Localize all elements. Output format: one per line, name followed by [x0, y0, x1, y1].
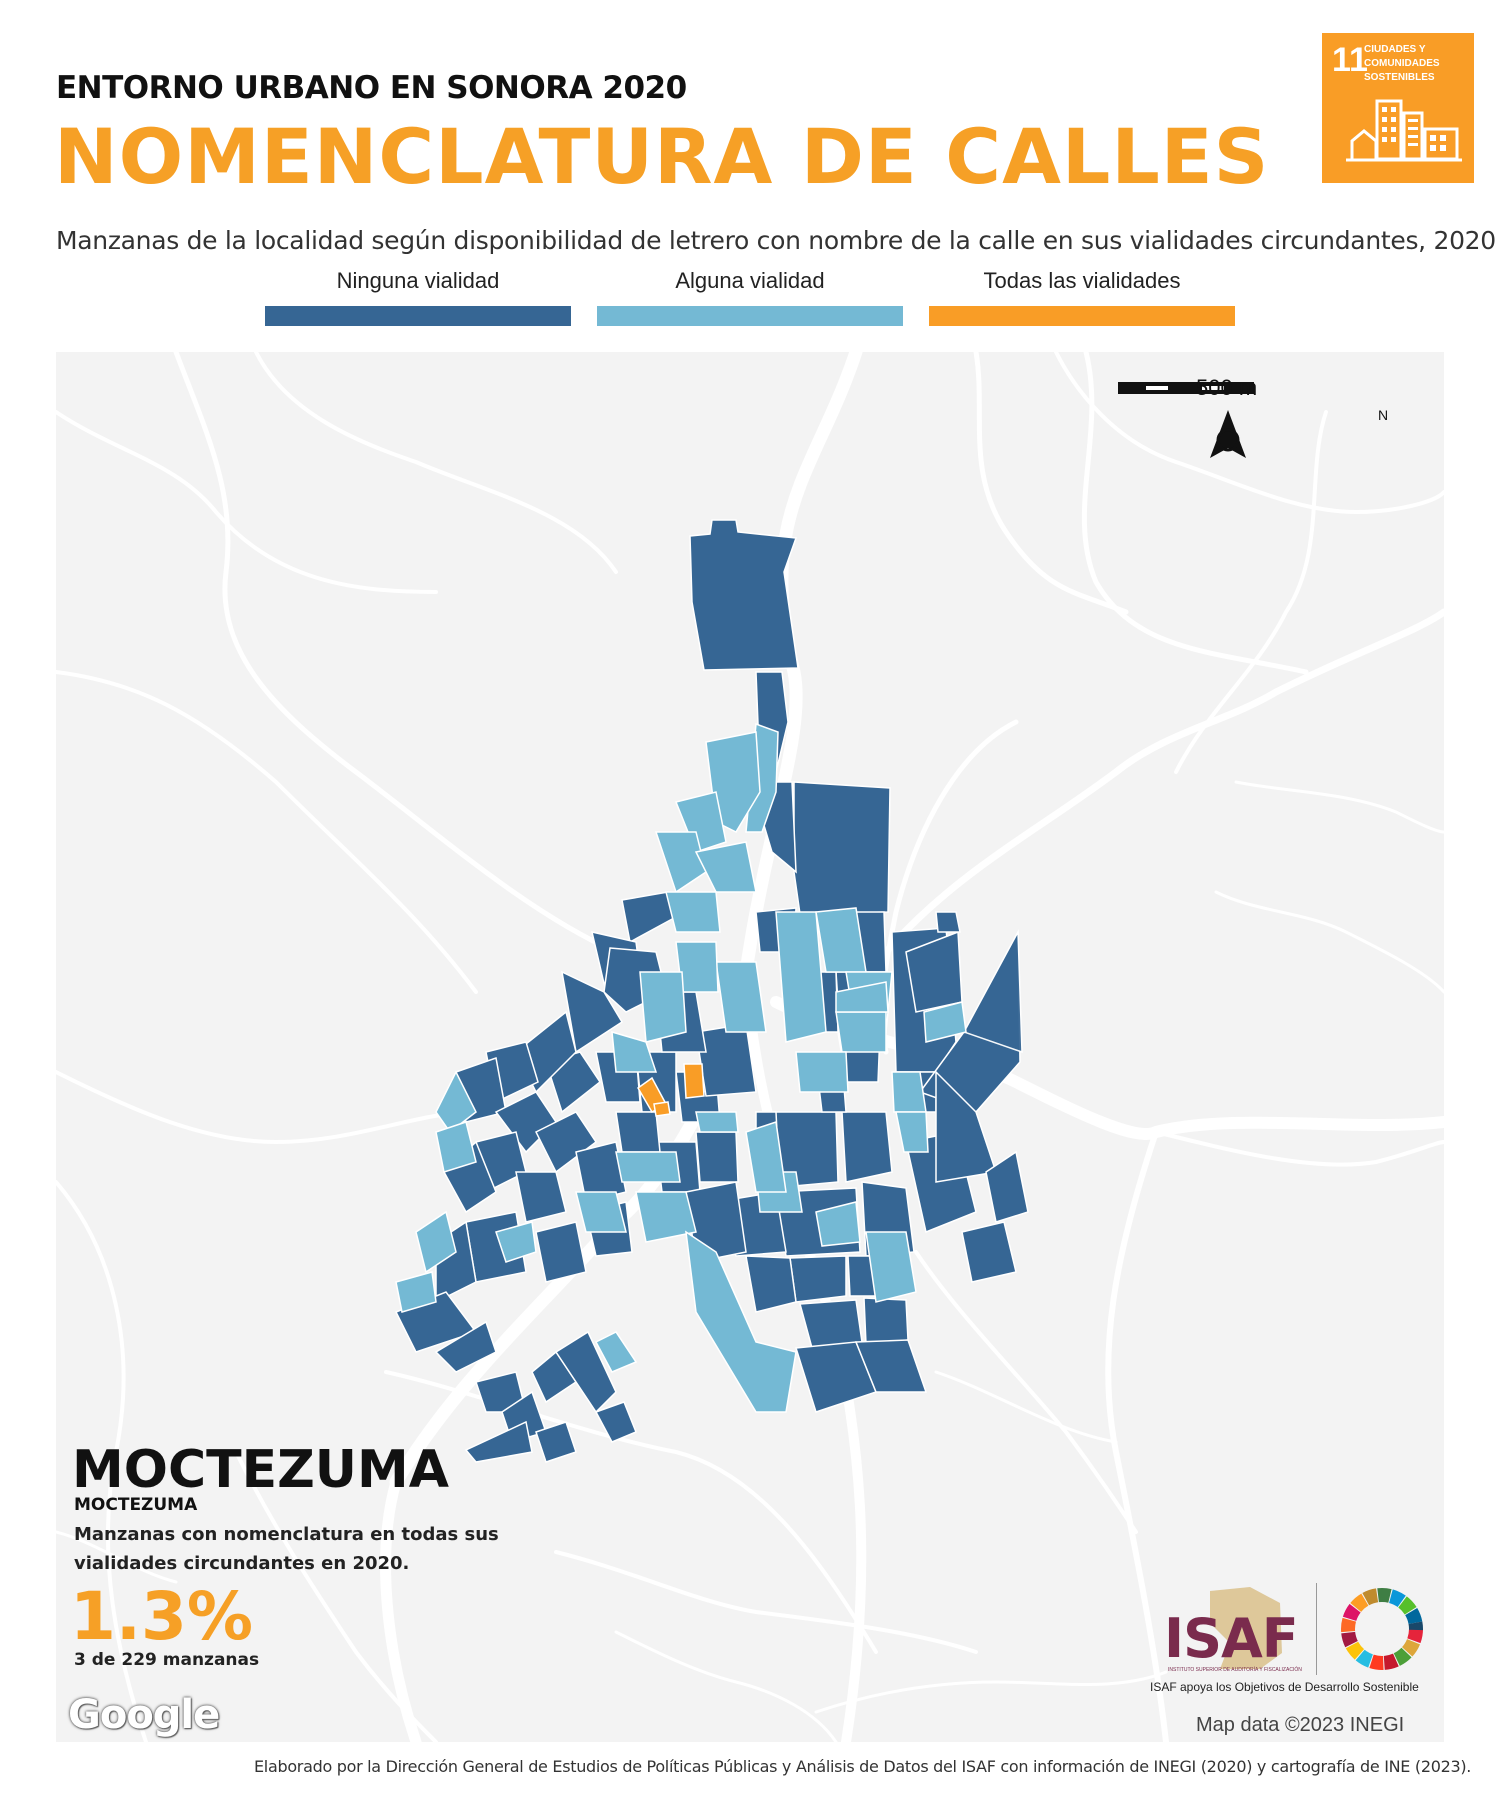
legend-swatch — [929, 306, 1235, 326]
legend-item-ninguna: Ninguna vialidad — [265, 268, 571, 326]
north-arrow-icon — [1210, 410, 1246, 458]
north-label: N — [1378, 407, 1388, 423]
isaf-fullname: INSTITUTO SUPERIOR DE AUDITORÍA Y FISCAL… — [1168, 1667, 1308, 1673]
isaf-caption: ISAF apoya los Objetivos de Desarrollo S… — [1150, 1680, 1450, 1694]
google-logo: Google — [68, 1692, 219, 1738]
scale-label: 500 m — [1196, 375, 1257, 401]
map-attribution: Map data ©2023 INEGI — [1196, 1714, 1404, 1737]
legend-swatch — [265, 306, 571, 326]
blocks-layer — [396, 520, 1028, 1462]
city-icon — [1322, 33, 1474, 183]
legend-label: Todas las vialidades — [929, 268, 1235, 294]
sdg-wheel-icon — [1332, 1583, 1432, 1683]
sdg-11-badge: 11 CIUDADES Y COMUNIDADES SOSTENIBLES — [1322, 33, 1474, 183]
stat-caption: Manzanas con nomenclatura en todas sus v… — [74, 1520, 534, 1578]
locality-name: MOCTEZUMA — [72, 1440, 449, 1500]
legend-swatch — [597, 306, 903, 326]
municipality-name: MOCTEZUMA — [74, 1495, 197, 1515]
legend-item-todas: Todas las vialidades — [929, 268, 1235, 326]
footer-credit: Elaborado por la Dirección General de Es… — [254, 1757, 1471, 1776]
isaf-logo-block: ISAF INSTITUTO SUPERIOR DE AUDITORÍA Y F… — [1150, 1583, 1440, 1693]
legend-label: Ninguna vialidad — [265, 268, 571, 294]
stat-value: 1.3% — [70, 1578, 253, 1655]
legend-label: Alguna vialidad — [597, 268, 903, 294]
stat-count: 3 de 229 manzanas — [74, 1650, 259, 1670]
logo-divider — [1316, 1583, 1317, 1675]
main-title: NOMENCLATURA DE CALLES — [54, 112, 1269, 201]
map-description: Manzanas de la localidad según disponibi… — [56, 226, 1496, 255]
legend-item-alguna: Alguna vialidad — [597, 268, 903, 326]
kicker-title: ENTORNO URBANO EN SONORA 2020 — [56, 70, 687, 106]
isaf-logo-text: ISAF — [1164, 1607, 1298, 1670]
